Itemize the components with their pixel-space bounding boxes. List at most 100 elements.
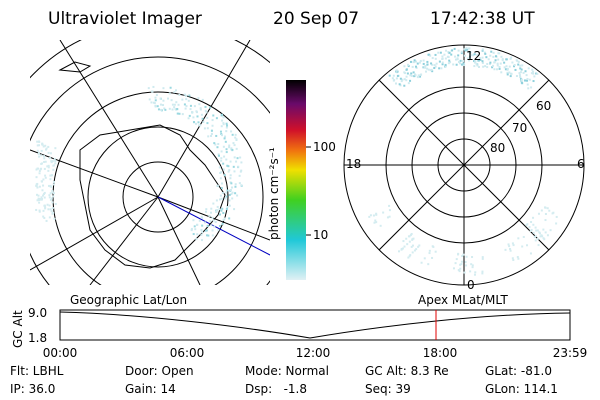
emission [47, 151, 50, 154]
emission [503, 61, 506, 64]
emission [411, 251, 414, 254]
emission [382, 211, 385, 214]
emission [457, 253, 460, 256]
emission [519, 75, 522, 78]
emission [228, 169, 231, 172]
emission [218, 166, 221, 169]
emission [47, 169, 50, 172]
emission [233, 208, 236, 211]
emission [192, 219, 195, 222]
emission [469, 51, 472, 54]
emission [429, 54, 432, 57]
emission [214, 143, 217, 146]
emission [434, 250, 437, 253]
emission [176, 108, 179, 111]
emission [230, 192, 233, 195]
geographic-map [30, 40, 270, 285]
emission [203, 221, 206, 224]
emission [181, 113, 184, 116]
emission [37, 197, 40, 200]
emission [225, 207, 228, 210]
emission [396, 70, 399, 73]
emission [407, 256, 410, 259]
emission [47, 164, 50, 167]
emission [509, 57, 512, 60]
emission [233, 170, 236, 173]
emission [185, 98, 188, 101]
emission [448, 59, 451, 62]
mlt-label: 18 [346, 157, 361, 171]
emission [219, 130, 222, 133]
emission [223, 217, 226, 220]
emission [52, 192, 55, 195]
emission [230, 182, 233, 185]
emission [492, 51, 495, 54]
emission [171, 108, 174, 111]
emission [426, 67, 429, 70]
emission [187, 99, 190, 102]
emission [450, 53, 453, 56]
emission [37, 140, 40, 143]
emission [215, 210, 218, 213]
emission [200, 228, 203, 231]
emission [426, 63, 429, 66]
info-field: Mode: Normal [245, 364, 329, 378]
emission [240, 184, 243, 187]
emission [495, 68, 498, 71]
mlt-label: 12 [466, 49, 481, 63]
emission [238, 174, 241, 177]
emission [40, 162, 43, 165]
emission [454, 55, 457, 58]
emission [183, 93, 186, 96]
emission [526, 79, 529, 82]
emission [524, 79, 527, 82]
emission [507, 243, 510, 246]
emission [524, 70, 527, 73]
emission [225, 130, 228, 133]
emission [534, 234, 537, 237]
emission [422, 62, 425, 65]
emission [530, 228, 533, 231]
emission [192, 233, 195, 236]
emission [473, 273, 476, 276]
emission [220, 197, 223, 200]
emission [221, 119, 224, 122]
emission [517, 63, 520, 66]
emission [369, 214, 372, 217]
emission [195, 122, 198, 125]
emission [537, 244, 540, 247]
info-field: Gain: 14 [125, 382, 176, 396]
emission [220, 134, 223, 137]
emission [465, 255, 468, 258]
emission [52, 164, 55, 167]
emission [513, 63, 516, 66]
emission [396, 74, 399, 77]
emission [460, 52, 463, 55]
mlt-label: 6 [577, 157, 585, 171]
emission [222, 116, 225, 119]
emission [434, 65, 437, 68]
emission [48, 196, 51, 199]
emission [37, 152, 40, 155]
emission [222, 122, 225, 125]
emission [231, 191, 234, 194]
emission [509, 249, 512, 252]
emission [500, 71, 503, 74]
emission [51, 212, 54, 215]
emission [422, 66, 425, 69]
emission [532, 72, 535, 75]
emission [405, 68, 408, 71]
emission [44, 144, 47, 147]
instrument: Ultraviolet Imager [48, 9, 202, 29]
emission [188, 114, 191, 117]
x-label: 00:00 [43, 346, 78, 360]
emission [217, 153, 220, 156]
emission [499, 62, 502, 65]
emission [514, 68, 517, 71]
emission [474, 271, 477, 274]
emission [221, 222, 224, 225]
emission [218, 224, 221, 227]
emission [224, 140, 227, 143]
emission [452, 267, 455, 270]
